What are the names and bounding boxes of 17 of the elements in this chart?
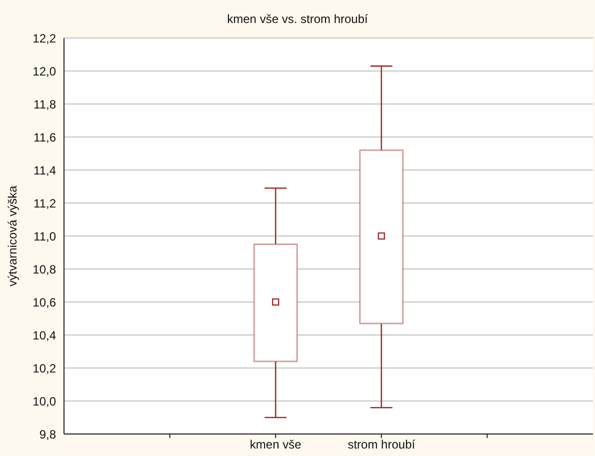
y-tick-label: 11,0 (34, 229, 56, 244)
y-axis-title: výtvarnicová výška (5, 185, 20, 286)
x-tick-label: strom hroubí (348, 438, 416, 452)
y-tick-label: 11,6 (34, 130, 56, 144)
y-tick-label: 10,2 (32, 361, 56, 376)
y-tick-label: 11,8 (34, 97, 56, 112)
y-tick-label: 10,4 (32, 328, 56, 342)
y-tick-label: 9,8 (39, 427, 56, 442)
y-tick-label: 10,6 (32, 295, 56, 310)
y-tick-label: 11,4 (34, 163, 56, 178)
y-tick-label: 10,0 (32, 394, 56, 408)
x-tick-label: kmen vše (250, 438, 302, 452)
y-tick-label: 12,2 (32, 31, 56, 46)
y-tick-label: 12,0 (32, 64, 56, 78)
y-tick-label: 10,8 (32, 262, 56, 276)
chart-title: kmen vše vs. strom hroubí (226, 12, 369, 26)
y-tick-label: 11,2 (34, 196, 56, 210)
